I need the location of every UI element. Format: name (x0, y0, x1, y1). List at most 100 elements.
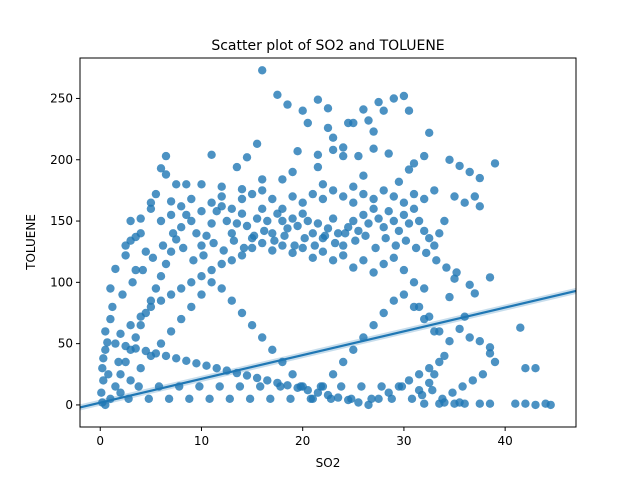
data-point (156, 216, 166, 226)
data-point (166, 210, 176, 220)
data-point (278, 175, 287, 184)
data-point (268, 345, 277, 354)
data-point (209, 238, 218, 248)
data-point (146, 351, 156, 361)
data-point (138, 265, 147, 275)
data-point (237, 308, 247, 318)
data-point (215, 382, 224, 391)
data-point (369, 268, 378, 277)
data-point (273, 90, 282, 100)
data-point (177, 314, 186, 324)
data-point (394, 177, 404, 186)
data-point (371, 243, 380, 253)
data-point (361, 231, 370, 240)
data-point (425, 378, 434, 388)
data-point (420, 399, 429, 408)
data-point (126, 216, 135, 226)
data-point (146, 198, 156, 207)
data-point (148, 253, 158, 262)
data-point (425, 234, 434, 243)
data-point (136, 214, 145, 223)
y-tick-label: 250 (50, 91, 73, 105)
data-point (374, 97, 383, 107)
data-point (187, 194, 196, 204)
data-point (394, 226, 404, 236)
data-point (399, 290, 409, 299)
data-point (280, 231, 289, 240)
data-point (227, 204, 236, 213)
x-tick-label: 0 (96, 434, 104, 448)
data-point (485, 273, 495, 282)
data-point (106, 284, 115, 293)
data-point (445, 337, 454, 346)
data-point (156, 272, 166, 281)
data-point (516, 323, 525, 332)
data-point (207, 265, 216, 275)
data-point (411, 243, 421, 253)
y-tick-label: 50 (58, 337, 73, 351)
data-point (249, 231, 259, 240)
data-point (389, 296, 398, 305)
data-point (197, 272, 206, 281)
data-point (128, 278, 137, 287)
data-point (187, 278, 196, 287)
data-point (104, 370, 113, 379)
data-point (288, 370, 297, 379)
data-point (217, 192, 226, 201)
data-point (420, 226, 429, 236)
data-point (268, 194, 277, 204)
data-point (357, 382, 366, 391)
data-point (252, 214, 262, 223)
data-point (349, 345, 358, 354)
data-point (341, 229, 350, 238)
data-point (320, 231, 330, 240)
data-point (126, 321, 135, 330)
data-point (151, 189, 161, 199)
data-point (359, 256, 368, 265)
data-point (177, 223, 186, 232)
x-tick-label: 20 (295, 434, 310, 448)
data-point (354, 226, 363, 236)
data-point (369, 194, 378, 204)
y-tick-label: 0 (65, 398, 73, 412)
data-point (337, 382, 346, 391)
data-point (146, 302, 156, 312)
data-point (298, 209, 307, 218)
data-point (293, 221, 302, 231)
data-point (290, 241, 299, 250)
data-point (531, 400, 540, 410)
data-point (146, 204, 156, 213)
data-point (339, 251, 348, 260)
data-point (116, 388, 125, 397)
data-point (177, 284, 186, 293)
data-point (197, 241, 206, 250)
data-point (242, 153, 252, 162)
data-point (409, 302, 419, 312)
data-point (205, 394, 214, 403)
data-point (359, 189, 368, 199)
data-point (161, 151, 171, 161)
data-point (182, 356, 191, 365)
data-point (103, 338, 112, 347)
data-point (531, 364, 540, 373)
data-point (359, 210, 368, 220)
data-point (111, 264, 120, 274)
data-point (490, 357, 500, 367)
data-point (258, 175, 267, 184)
data-point (354, 151, 363, 161)
axes-frame (79, 57, 577, 428)
data-point (247, 321, 257, 330)
data-point (166, 247, 176, 256)
data-point (485, 349, 495, 358)
data-point (288, 248, 297, 258)
data-point (450, 192, 459, 201)
data-point (126, 376, 135, 385)
data-point (288, 192, 297, 201)
data-point (339, 357, 348, 367)
data-point (202, 361, 211, 370)
data-point (237, 209, 247, 218)
data-point (197, 180, 206, 189)
data-point (399, 210, 409, 220)
data-point (455, 161, 464, 171)
data-point (225, 394, 234, 403)
